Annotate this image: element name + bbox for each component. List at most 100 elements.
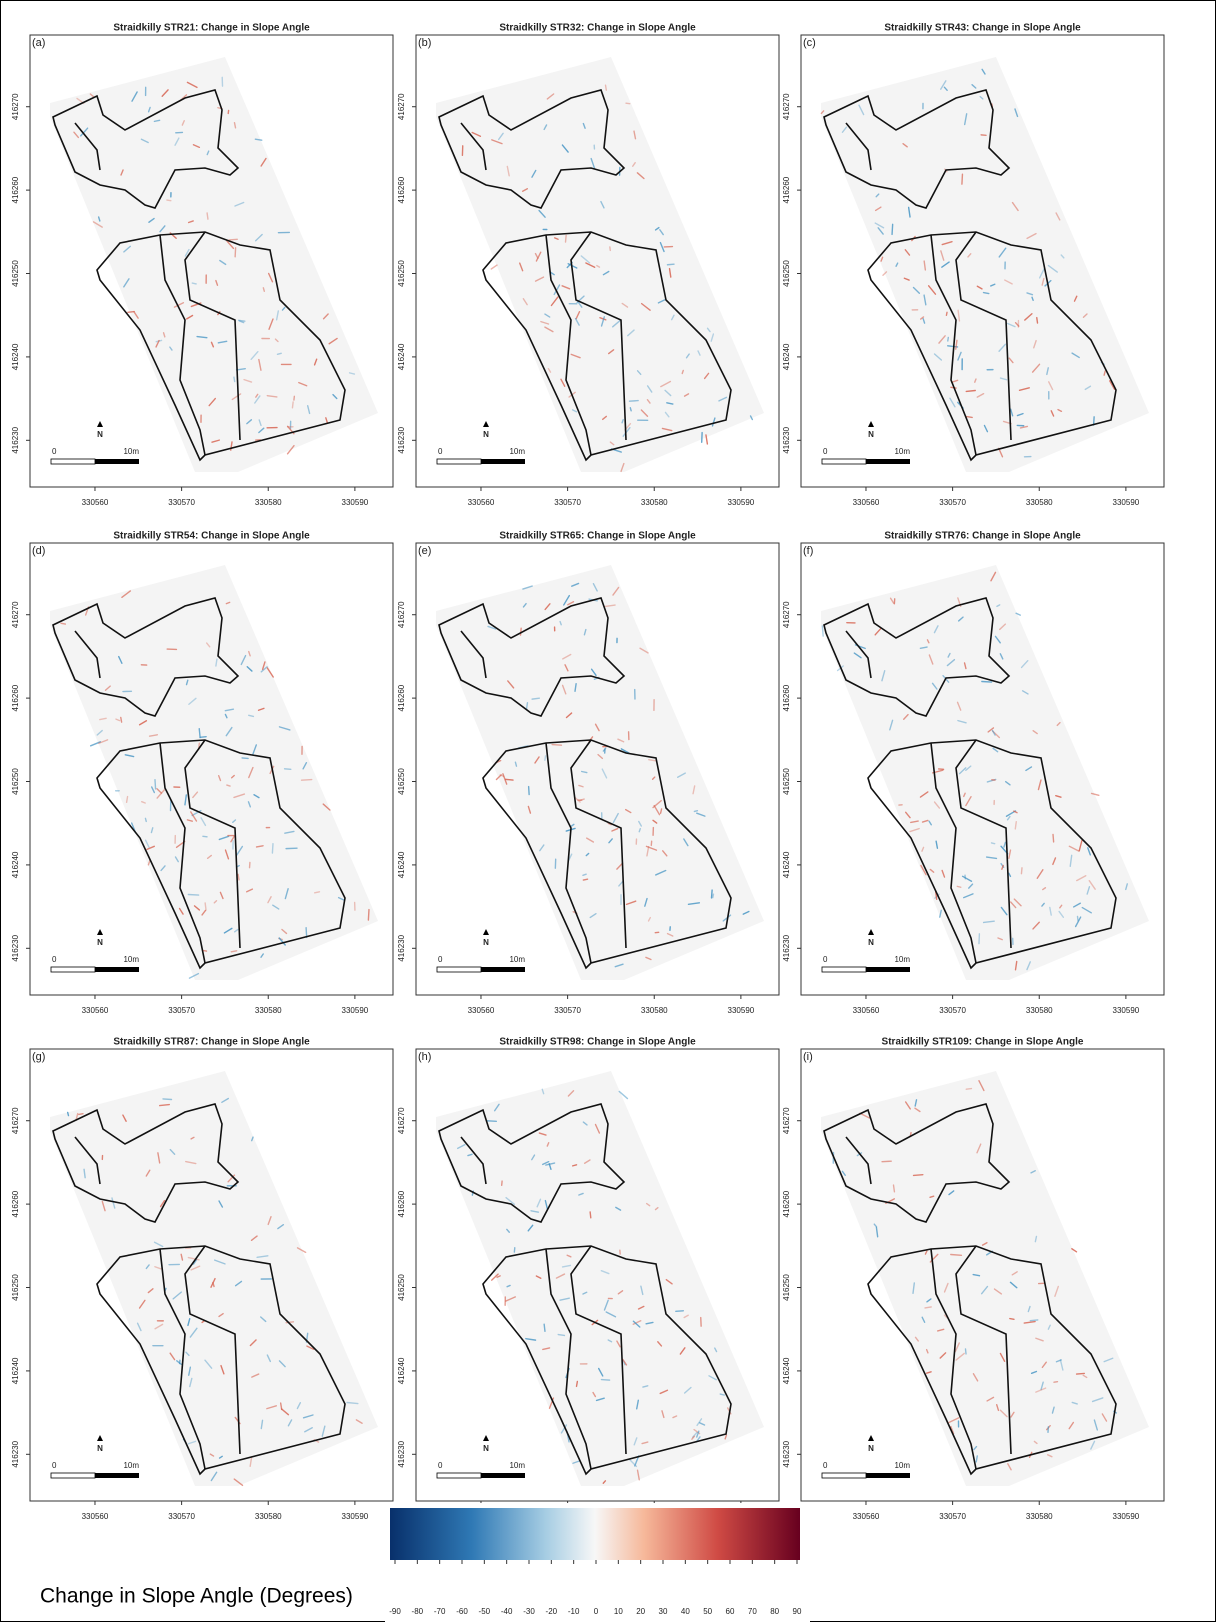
raster-texture [128,312,134,313]
y-tick-label: 416240 [782,851,791,878]
raster-texture [121,717,122,722]
raster-texture [68,1112,69,1115]
raster-texture [167,200,171,201]
y-tick-label: 416250 [782,768,791,795]
raster-texture [882,1161,891,1162]
scale-bar-label: 0 [438,447,443,456]
raster-texture [242,758,248,759]
x-tick-label: 330570 [168,1512,195,1521]
raster-texture [272,844,273,853]
raster-texture [527,703,528,709]
x-tick-label: 330590 [1113,1006,1140,1015]
y-tick-label: 416240 [782,1357,791,1384]
raster-texture [292,402,293,408]
raster-texture [521,628,522,635]
raster-texture [967,417,972,418]
raster-texture [957,886,961,887]
colorbar-ramp [390,1508,800,1560]
north-arrow-label: N [483,938,489,947]
y-tick-label: 416240 [11,343,20,370]
raster-texture [629,401,638,402]
y-tick-label: 416260 [11,684,20,711]
north-arrow-label: N [97,430,103,439]
scale-bar-white [822,459,866,464]
raster-texture [965,1349,966,1354]
raster-texture [192,283,196,284]
x-tick-label: 330580 [1026,1512,1053,1521]
raster-texture [676,1311,683,1312]
raster-texture [966,1089,971,1090]
colorbar-tick-label: 50 [703,1607,712,1616]
north-arrow-label: N [483,430,489,439]
y-tick-label: 416230 [397,934,406,961]
colorbar-tick-label: 40 [681,1607,690,1616]
raster-texture [529,787,530,795]
scale-bar-black [481,459,525,464]
panel-label: (c) [803,37,816,49]
raster-texture [545,756,546,760]
raster-texture [127,797,128,803]
raster-texture [577,1381,578,1386]
raster-texture [231,951,236,952]
y-tick-label: 416240 [397,343,406,370]
x-tick-label: 330590 [342,1512,369,1521]
panel-label: (f) [803,545,813,557]
raster-texture [630,408,631,411]
panel-title: Straidkilly STR76: Change in Slope Angle [884,531,1081,542]
colorbar-title: Change in Slope Angle (Degrees) [40,1585,353,1608]
colorbar-tick-label: 70 [748,1607,757,1616]
scale-bar-label: 0 [52,447,57,456]
panel-label: (i) [803,1051,813,1063]
north-arrow-label: N [868,938,874,947]
scale-bar-black [866,459,910,464]
scale-bar-label: 10m [509,955,525,964]
x-tick-label: 330560 [82,1512,109,1521]
raster-texture [822,626,823,636]
figure: Straidkilly STR21: Change in Slope Angle… [0,0,1216,1622]
raster-texture [79,1114,83,1115]
raster-texture [962,174,963,184]
raster-texture [661,809,662,813]
x-tick-label: 330590 [728,1006,755,1015]
y-tick-label: 416260 [397,684,406,711]
raster-texture [713,894,714,897]
y-tick-label: 416270 [782,601,791,628]
scale-bar-white [437,1473,481,1478]
colorbar-tick-label: 60 [726,1607,735,1616]
raster-texture [606,85,607,90]
y-tick-label: 416250 [11,260,20,287]
north-arrow-label: N [97,938,103,947]
x-tick-label: 330590 [342,498,369,507]
panel-title: Straidkilly STR54: Change in Slope Angle [113,531,310,542]
raster-texture [263,288,264,291]
y-tick-label: 416260 [11,176,20,203]
colorbar-tick-label: -50 [479,1607,491,1616]
scale-bar-label: 0 [438,1461,443,1470]
north-arrow-label: N [483,1444,489,1453]
raster-texture [984,293,989,294]
y-tick-label: 416260 [397,1190,406,1217]
y-tick-label: 416260 [782,684,791,711]
raster-texture [145,818,146,821]
panel-label: (d) [32,545,45,557]
raster-texture [992,843,995,844]
y-tick-label: 416240 [397,1357,406,1384]
panel-label: (b) [418,37,431,49]
y-tick-label: 416250 [397,768,406,795]
y-tick-label: 416250 [11,1274,20,1301]
colorbar-tick-label: -10 [568,1607,580,1616]
raster-texture [239,320,245,321]
scale-bar-black [866,967,910,972]
x-tick-label: 330560 [468,498,495,507]
raster-texture [1010,1319,1014,1320]
panel-label: (h) [418,1051,431,1063]
colorbar-tick-label: 90 [793,1607,802,1616]
raster-texture [1015,822,1016,829]
y-tick-label: 416260 [11,1190,20,1217]
north-arrow-label: N [97,1444,103,1453]
raster-texture [951,1255,962,1256]
raster-texture [573,1165,577,1166]
raster-texture [200,737,206,738]
raster-texture [720,1394,724,1395]
scale-bar-black [866,1473,910,1478]
